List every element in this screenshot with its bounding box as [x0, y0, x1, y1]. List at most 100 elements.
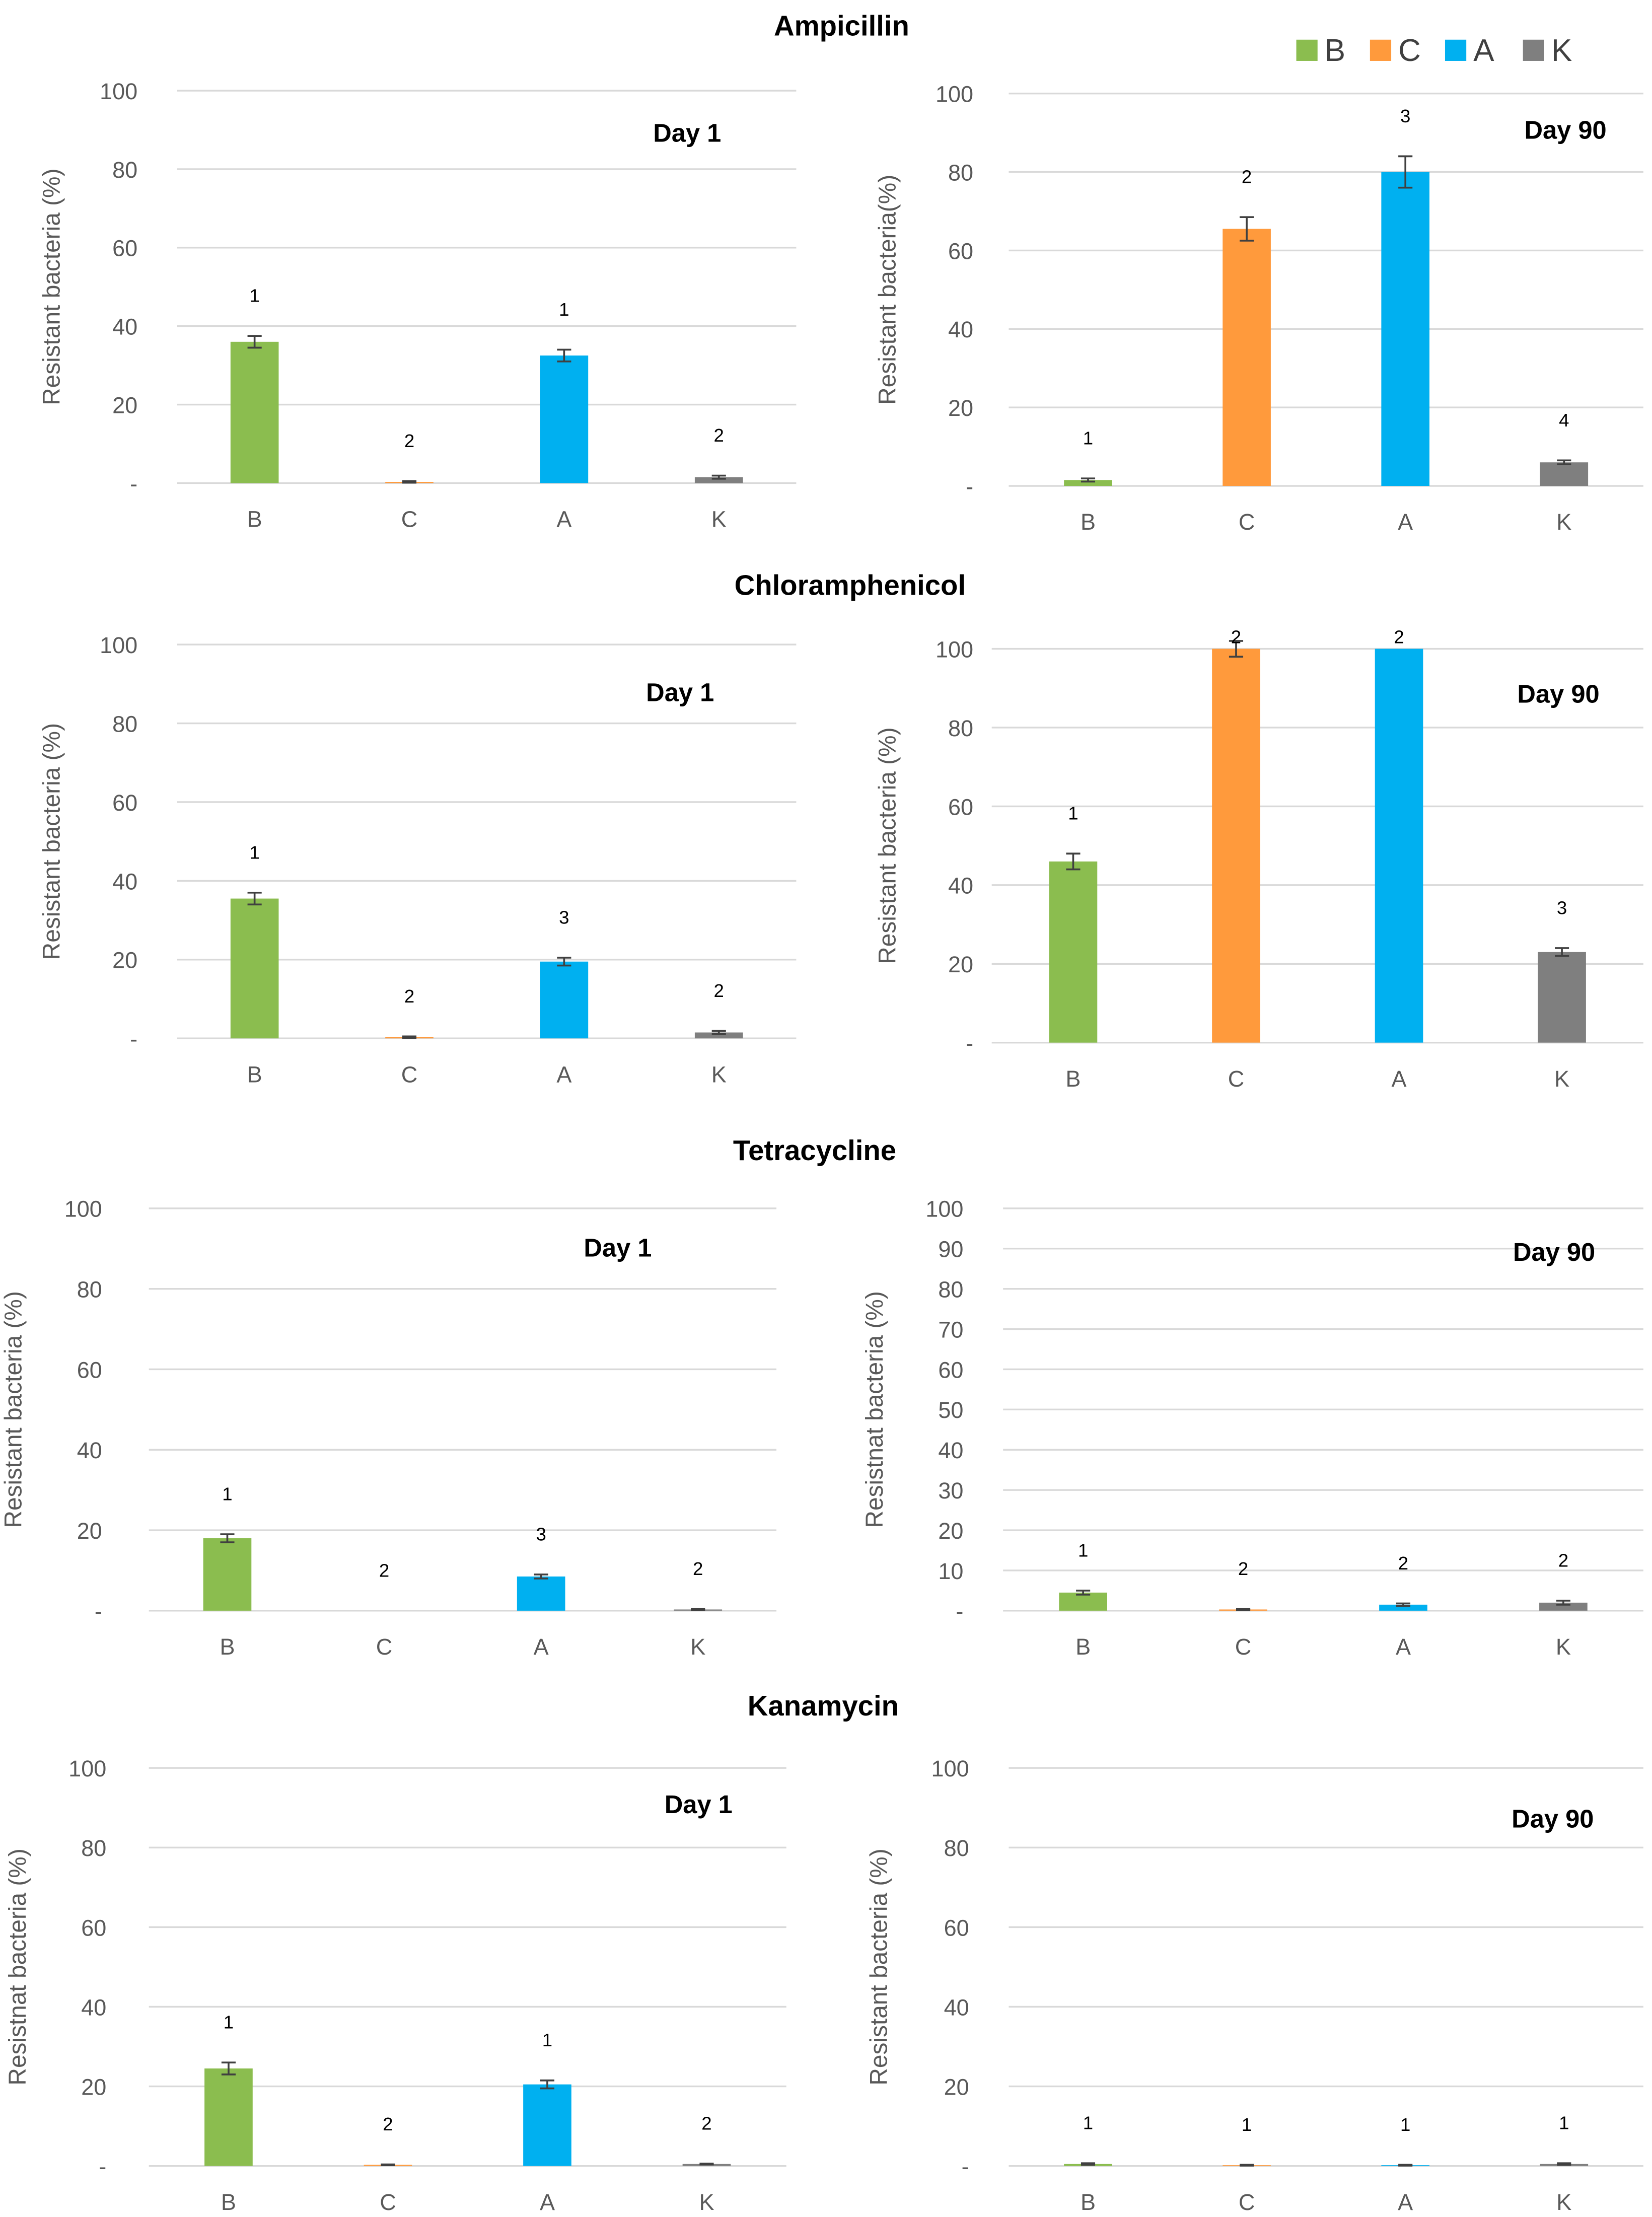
panel-kanamycin-day1-significance-A: 1 [542, 2030, 552, 2050]
panel-kanamycin-day1-ylabel: Resistnat bacteria (%) [5, 1848, 31, 2085]
panel-chloramphenicol-day1-xtick-label-A: A [556, 1061, 571, 1087]
panel-chloramphenicol-day1-bar-A [540, 961, 589, 1039]
panel-kanamycin-day1-significance-K: 2 [701, 2113, 711, 2133]
panel-tetracycline-day90-ytick-label: 60 [938, 1357, 963, 1383]
panel-ampicillin-day1-ytick-label: 100 [100, 79, 137, 104]
panel-ampicillin-day90-ylabel: Resistant bacteria(%) [874, 175, 901, 405]
panel-tetracycline-day90-ytick-label: - [956, 1599, 963, 1624]
panel-tetracycline-day90-ylabel: Resistnat bacteria (%) [861, 1291, 888, 1528]
panel-kanamycin-day90-xtick-label-A: A [1398, 2189, 1413, 2215]
panel-ampicillin-day90-ytick-label: 20 [948, 395, 973, 421]
legend-label-A: A [1473, 33, 1494, 68]
panel-ampicillin-day90-ytick-label: 60 [948, 238, 973, 264]
panel-ampicillin-day90-bar-K [1540, 462, 1589, 486]
panel-ampicillin-day1-bar-A [540, 355, 589, 483]
legend-label-B: B [1325, 33, 1345, 68]
panel-chloramphenicol-day90-ytick-label: 20 [948, 952, 973, 977]
panel-chloramphenicol-day90-ylabel: Resistant bacteria (%) [874, 727, 901, 964]
panel-ampicillin-day90-ytick-label: 40 [948, 317, 973, 342]
legend-swatch-K [1523, 39, 1544, 61]
panel-ampicillin-day90-xtick-label-K: K [1556, 509, 1571, 535]
legend-label-K: K [1551, 33, 1572, 68]
panel-ampicillin-day90-ytick-label: 80 [948, 160, 973, 185]
panel-chloramphenicol-day90-significance-C: 2 [1231, 626, 1241, 647]
panel-chloramphenicol-day1-significance-B: 1 [249, 842, 259, 863]
panel-chloramphenicol-day90-xtick-label-A: A [1392, 1066, 1407, 1092]
panel-ampicillin-day90-xtick-label-A: A [1398, 509, 1413, 535]
panel-tetracycline-day90-ytick-label: 80 [938, 1277, 963, 1303]
panel-ampicillin-day1-ytick-label: - [130, 471, 137, 496]
panel-tetracycline-day1-xtick-label-A: A [534, 1634, 549, 1660]
panel-chloramphenicol-day1-significance-K: 2 [714, 980, 724, 1001]
panel-tetracycline-day90-ytick-label: 40 [938, 1438, 963, 1463]
panel-tetracycline-day1-bar-A [517, 1576, 565, 1611]
panel-tetracycline-day1-ytick-label: - [95, 1599, 102, 1624]
panel-kanamycin-day1-xtick-label-K: K [699, 2189, 714, 2215]
panel-chloramphenicol-day1-ytick-label: 60 [112, 790, 137, 816]
panel-tetracycline-day1-xtick-label-C: C [376, 1634, 393, 1660]
panel-chloramphenicol-day90-bar-B [1049, 861, 1098, 1043]
panel-kanamycin-day1-xtick-label-B: B [221, 2189, 236, 2215]
panel-chloramphenicol-day90-significance-A: 2 [1394, 626, 1404, 647]
panel-ampicillin-day1-bar-B [230, 341, 279, 483]
panel-kanamycin-day1-significance-B: 1 [224, 2012, 234, 2033]
panel-tetracycline-day90-significance-A: 2 [1398, 1553, 1408, 1574]
panel-tetracycline-day90-bar-K [1539, 1602, 1588, 1611]
panel-ampicillin-day90-significance-B: 1 [1083, 428, 1093, 449]
panel-kanamycin-day90-ytick-label: 80 [944, 1835, 969, 1861]
panel-tetracycline-day1-significance-B: 1 [222, 1484, 232, 1505]
panel-ampicillin-day1-title: Day 1 [653, 118, 721, 147]
panel-tetracycline-day90-ytick-label: 20 [938, 1518, 963, 1544]
panel-ampicillin-day1-significance-C: 2 [404, 431, 414, 451]
panel-tetracycline-day90-xtick-label-C: C [1235, 1634, 1252, 1660]
panel-tetracycline-day1-ytick-label: 80 [77, 1277, 102, 1303]
panel-tetracycline-day1-ytick-label: 20 [77, 1518, 102, 1544]
panel-tetracycline-day1-significance-C: 2 [379, 1560, 389, 1581]
panel-chloramphenicol-day1-significance-A: 3 [559, 907, 569, 927]
panel-ampicillin-day90-significance-C: 2 [1242, 167, 1252, 187]
panel-ampicillin-day90-bar-B [1064, 480, 1112, 486]
panel-chloramphenicol-day90-xtick-label-C: C [1228, 1066, 1245, 1092]
panel-chloramphenicol-day1-ytick-label: 100 [100, 632, 137, 658]
panel-tetracycline-day90-significance-B: 1 [1078, 1540, 1088, 1560]
panel-tetracycline-day1-ytick-label: 100 [64, 1196, 102, 1222]
panel-chloramphenicol-day90-significance-B: 1 [1068, 803, 1078, 824]
panel-kanamycin-day90-significance-A: 1 [1400, 2114, 1410, 2135]
panel-chloramphenicol-day1-xtick-label-C: C [401, 1061, 418, 1087]
panel-ampicillin-day90-bar-C [1223, 229, 1271, 486]
panel-ampicillin-day1-ytick-label: 60 [112, 236, 137, 261]
panel-kanamycin-day90-xtick-label-C: C [1239, 2189, 1255, 2215]
panel-ampicillin-day1-ytick-label: 40 [112, 314, 137, 340]
panel-tetracycline-day1-significance-K: 2 [693, 1558, 703, 1579]
legend-swatch-C [1370, 39, 1392, 61]
panel-kanamycin-day90-ytick-label: 100 [931, 1756, 969, 1781]
panel-ampicillin-day90-ytick-label: - [966, 474, 973, 499]
panel-kanamycin-day90-significance-K: 1 [1559, 2113, 1569, 2133]
panel-kanamycin-day90-ylabel: Resistant bacteria (%) [866, 1848, 892, 2085]
legend-label-C: C [1398, 33, 1421, 68]
panel-chloramphenicol-day1-title: Day 1 [646, 678, 714, 707]
panel-chloramphenicol-day90-xtick-label-B: B [1065, 1066, 1081, 1092]
panel-tetracycline-day90-ytick-label: 30 [938, 1478, 963, 1504]
panel-ampicillin-day1-ytick-label: 80 [112, 157, 137, 183]
panel-kanamycin-day90-significance-B: 1 [1083, 2113, 1093, 2133]
panel-tetracycline-day90-xtick-label-B: B [1075, 1634, 1091, 1660]
panel-ampicillin-day90-xtick-label-C: C [1239, 509, 1255, 535]
panel-ampicillin-day90-ytick-label: 100 [936, 82, 973, 107]
panel-ampicillin-day90-xtick-label-B: B [1081, 509, 1096, 535]
panel-ampicillin-day1-xtick-label-B: B [247, 507, 262, 532]
panel-tetracycline-day90-ytick-label: 70 [938, 1317, 963, 1342]
panel-ampicillin-day1-significance-A: 1 [559, 299, 569, 320]
panel-tetracycline-day90-significance-C: 2 [1238, 1558, 1248, 1579]
panel-kanamycin-day1-ytick-label: 60 [81, 1915, 106, 1941]
legend-swatch-B [1296, 39, 1318, 61]
panel-kanamycin-day1-ytick-label: 100 [68, 1756, 106, 1781]
panel-chloramphenicol-day90-ytick-label: 60 [948, 794, 973, 820]
panel-ampicillin-day90-title: Day 90 [1524, 116, 1606, 145]
panel-ampicillin-day90-bar-A [1381, 172, 1430, 486]
panel-tetracycline-day90-ytick-label: 90 [938, 1237, 963, 1262]
panel-ampicillin-day90-significance-A: 3 [1400, 106, 1410, 126]
panel-ampicillin-day1-xtick-label-K: K [711, 507, 727, 532]
panel-chloramphenicol-day1-xtick-label-K: K [711, 1061, 727, 1087]
